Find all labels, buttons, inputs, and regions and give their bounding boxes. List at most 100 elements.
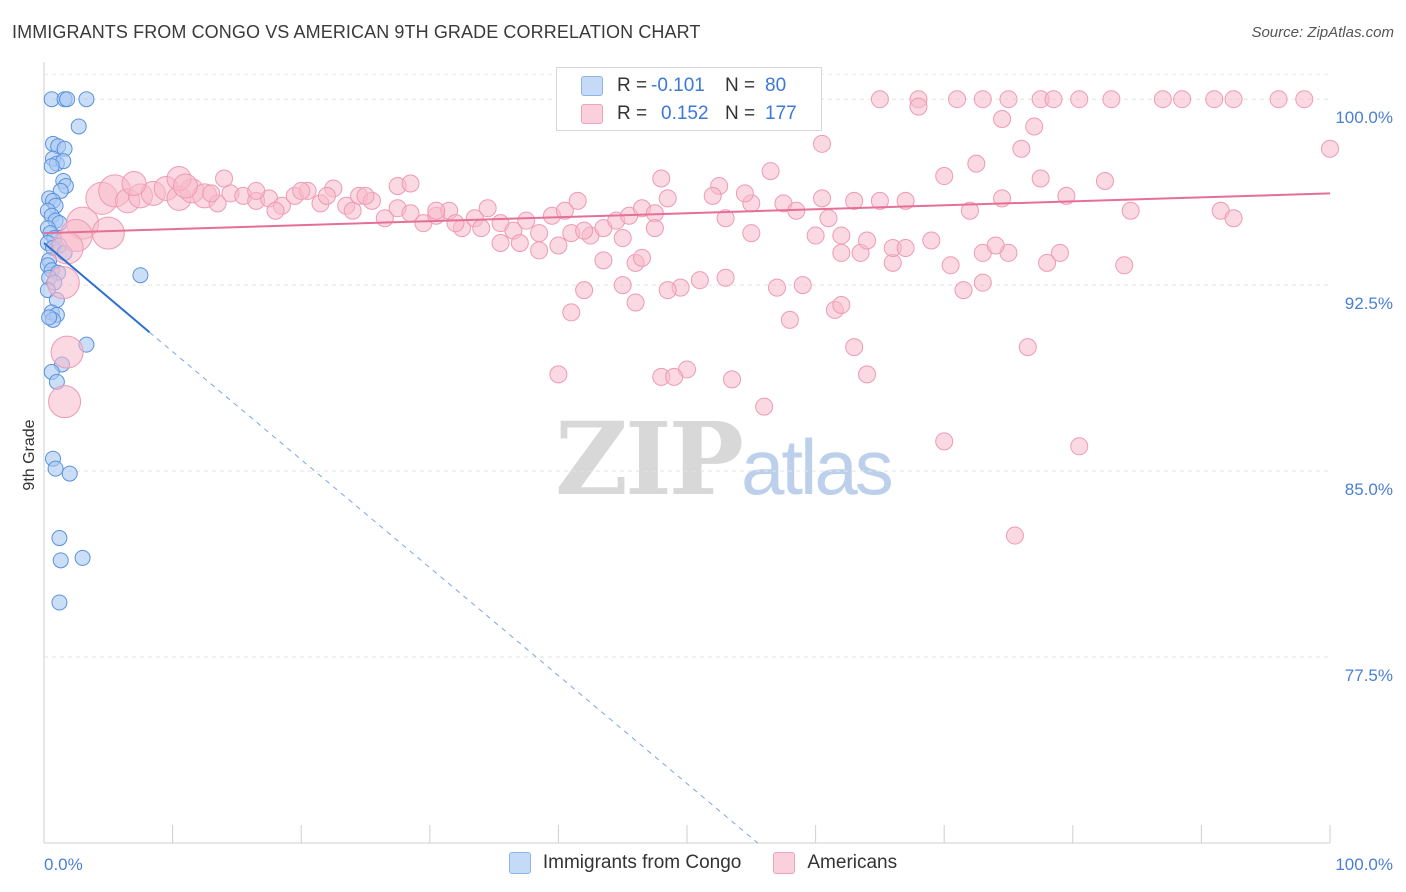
point-american [652,169,671,188]
point-american [948,90,967,109]
point-american [626,293,645,312]
chart-title: IMMIGRANTS FROM CONGO VS AMERICAN 9TH GR… [12,22,701,42]
point-american [1153,90,1172,109]
point-american [202,184,221,203]
n-label: N = [725,75,756,96]
point-american [50,231,84,265]
legend-item-congo[interactable]: Immigrants from Congo [508,852,742,874]
correlation-legend: R = -0.101 N = 80 R = 0.152 N = 177 [556,67,822,131]
point-american [172,173,198,199]
point-american [48,385,82,419]
point-american [1012,139,1031,158]
point-american [446,214,465,233]
point-american [510,233,529,252]
legend-item-americans[interactable]: Americans [773,852,897,874]
point-american [690,271,709,290]
legend-swatch-americans [581,104,603,124]
point-american [1205,90,1224,109]
point-american [594,251,613,270]
point-american [723,370,742,389]
axes [43,62,1331,844]
y-tick-label: 92.5% [1345,294,1393,313]
point-american [478,199,497,218]
point-congo [59,91,76,108]
point-american [935,167,954,186]
point-american [401,174,420,193]
point-american [832,243,851,262]
point-american [793,276,812,295]
point-american [247,181,266,200]
point-american [215,169,234,188]
point-american [1121,201,1140,220]
legend-row-congo: R = -0.101 N = 80 [581,74,786,98]
legend-label-congo: Immigrants from Congo [542,852,742,873]
point-american [896,191,915,210]
point-american [986,236,1005,255]
trend-line-congo [43,242,151,334]
point-american [780,310,799,329]
point-american [973,273,992,292]
point-american [1173,90,1192,109]
x-tick-label-end: 100.0% [1335,855,1393,874]
point-american [356,186,375,205]
point-american [954,281,973,300]
point-american [613,229,632,248]
point-american [1269,90,1288,109]
axis-labels: 77.5% 85.0% 92.5% 100.0% 0.0% 100.0% 9th Grade [21,108,1393,874]
y-axis-label: 9th Grade [21,419,38,490]
point-american [491,233,510,252]
point-american [562,303,581,322]
point-american [819,209,838,228]
point-american [613,276,632,295]
point-american [555,201,574,220]
r-label: R = [617,103,648,124]
point-american [1070,437,1089,456]
point-american [645,219,664,238]
point-american [935,432,954,451]
point-american [973,90,992,109]
point-american [858,365,877,384]
point-american [716,209,735,228]
trend-line-congo-extension [149,331,759,844]
trend-line-americans [43,192,1331,235]
point-american [845,338,864,357]
point-congo [51,530,68,547]
point-american [870,90,889,109]
point-american [549,236,568,255]
point-american [703,186,722,205]
series-americans [46,90,1339,545]
point-congo [78,91,95,108]
source-label[interactable]: Source: ZipAtlas.com [1251,24,1394,41]
point-american [1050,243,1069,262]
point-american [999,90,1018,109]
bottom-legend: Immigrants from Congo Americans [0,852,1406,874]
point-american [941,256,960,275]
point-american [50,335,84,369]
point-american [813,189,832,208]
point-american [768,278,787,297]
watermark-zip: ZIP [555,400,744,518]
y-tick-label: 100.0% [1335,108,1393,127]
point-american [517,211,536,230]
point-american [317,186,336,205]
watermark-atlas: atlas [740,423,894,511]
point-american [1025,117,1044,136]
point-american [427,201,446,220]
legend-swatch-americans [773,852,796,874]
point-american [960,201,979,220]
n-value: 80 [765,75,787,96]
point-congo [70,118,87,135]
watermark: ZIPatlas [555,400,894,518]
point-american [1031,169,1050,188]
x-tick-label-start: 0.0% [44,855,83,874]
point-american [845,191,864,210]
point-american [266,201,285,220]
legend-swatch-congo [508,852,531,874]
n-label: N = [725,103,756,124]
point-american [292,181,311,200]
legend-label-americans: Americans [807,852,898,873]
point-american [665,367,684,386]
point-american [91,216,125,250]
point-american [658,281,677,300]
